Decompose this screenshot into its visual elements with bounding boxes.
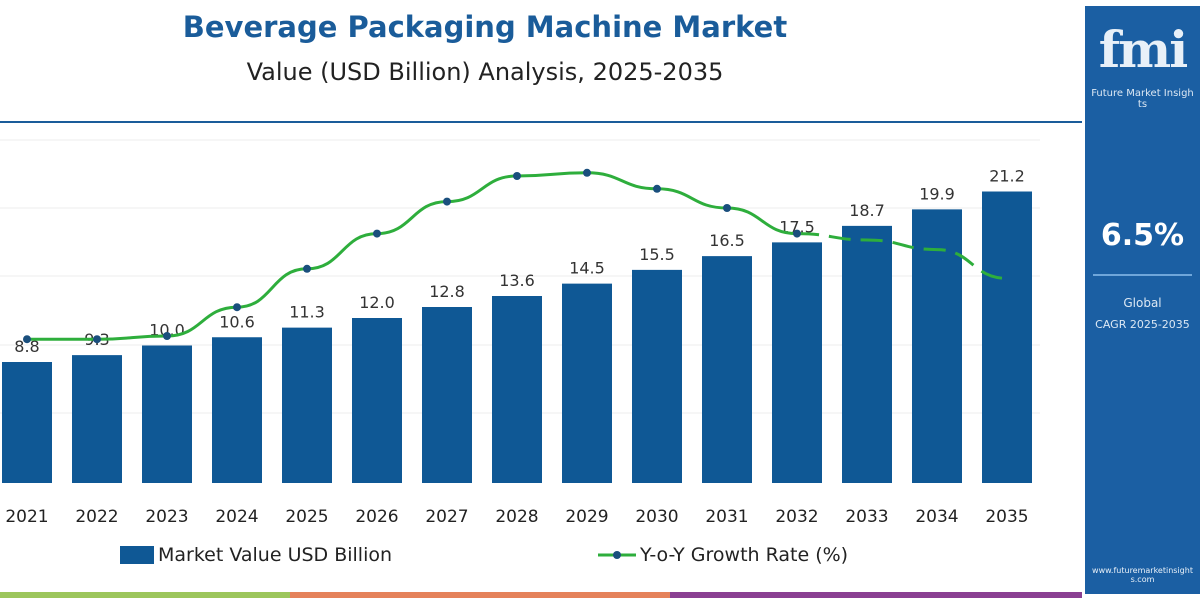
x-tick-2026: 2026 <box>355 507 398 527</box>
x-tick-2031: 2031 <box>705 507 748 527</box>
website-link[interactable]: www.futuremarketinsights.com <box>1092 566 1193 584</box>
growth-point-2032 <box>793 229 801 238</box>
cagr-label-line2: CAGR 2025-2035 <box>1095 318 1190 331</box>
x-tick-2021: 2021 <box>5 507 48 527</box>
growth-point-2029 <box>583 168 591 177</box>
strip-green <box>0 592 290 598</box>
legend-label: Market Value USD Billion <box>158 544 393 566</box>
data-label-2031: 16.5 <box>709 231 745 250</box>
data-label-2034: 19.9 <box>919 184 955 203</box>
x-tick-2035: 2035 <box>985 507 1028 527</box>
fmi-logo: fmi <box>1098 20 1188 79</box>
growth-point-2024 <box>233 303 241 312</box>
x-tick-2022: 2022 <box>75 507 118 527</box>
bar-2021 <box>2 362 52 483</box>
x-tick-2030: 2030 <box>635 507 678 527</box>
brand-name: Future Market Insights <box>1091 88 1194 110</box>
x-tick-2024: 2024 <box>215 507 258 527</box>
bar-2023 <box>142 345 192 483</box>
x-tick-2033: 2033 <box>845 507 888 527</box>
growth-point-2025 <box>303 264 311 273</box>
data-label-2035: 21.2 <box>989 167 1025 186</box>
header-divider <box>0 121 1082 123</box>
growth-point-2027 <box>443 197 451 206</box>
data-label-2028: 13.6 <box>499 271 535 290</box>
strip-purple <box>670 592 1082 598</box>
data-label-2033: 18.7 <box>849 201 885 220</box>
growth-point-2030 <box>653 184 661 193</box>
bar-2032 <box>772 242 822 483</box>
x-tick-2027: 2027 <box>425 507 468 527</box>
legend-item-market-value: Market Value USD Billion <box>120 544 392 566</box>
data-label-2030: 15.5 <box>639 245 675 264</box>
side-panel: fmi Future Market Insights 6.5% Global C… <box>1085 6 1200 594</box>
data-label-2021: 8.8 <box>14 337 39 356</box>
x-tick-2032: 2032 <box>775 507 818 527</box>
legend-label: Y-o-Y Growth Rate (%) <box>640 544 849 566</box>
legend-item-growth: Y-o-Y Growth Rate (%) <box>598 544 848 566</box>
bar-2033 <box>842 225 892 483</box>
bar-2029 <box>562 283 612 483</box>
chart-area: 8.820219.3202210.0202310.6202411.3202512… <box>0 139 1040 527</box>
growth-point-2022 <box>93 335 101 344</box>
cagr-label-line1: Global <box>1123 296 1162 310</box>
x-tick-2028: 2028 <box>495 507 538 527</box>
growth-point-2028 <box>513 172 521 180</box>
bar-2035 <box>982 191 1032 483</box>
bar-2022 <box>72 355 122 483</box>
bar-2027 <box>422 307 472 483</box>
bar-2031 <box>702 256 752 483</box>
bar-2026 <box>352 318 402 483</box>
panel-divider <box>1093 274 1192 276</box>
chart-title: Beverage Packaging Machine Market <box>182 10 788 44</box>
bar-2025 <box>282 327 332 483</box>
growth-line-dashed <box>796 232 1008 280</box>
x-tick-2025: 2025 <box>285 507 328 527</box>
bar-2034 <box>912 209 962 483</box>
legend-swatch-bar <box>120 546 154 564</box>
cagr-value: 6.5% <box>1100 218 1185 253</box>
data-label-2027: 12.8 <box>429 282 465 301</box>
data-label-2029: 14.5 <box>569 259 605 278</box>
bar-2030 <box>632 269 682 483</box>
bar-2024 <box>212 337 262 483</box>
x-tick-2034: 2034 <box>915 507 958 527</box>
chart-subtitle: Value (USD Billion) Analysis, 2025-2035 <box>246 58 724 86</box>
x-tick-2029: 2029 <box>565 507 608 527</box>
bar-2028 <box>492 296 542 483</box>
growth-point-2021 <box>23 335 31 344</box>
data-label-2024: 10.6 <box>219 312 255 331</box>
strip-orange <box>290 592 670 598</box>
growth-point-2031 <box>723 204 731 212</box>
growth-point-2026 <box>373 229 381 238</box>
color-strip <box>0 592 1082 598</box>
x-tick-2023: 2023 <box>145 507 188 527</box>
data-label-2025: 11.3 <box>289 303 325 322</box>
data-label-2026: 12.0 <box>359 293 395 312</box>
legend-swatch-line <box>598 551 636 559</box>
growth-point-2023 <box>163 332 171 340</box>
